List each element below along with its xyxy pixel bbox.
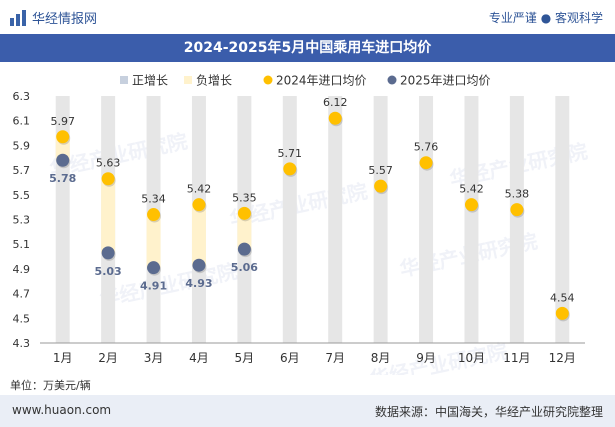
month-track: [373, 96, 388, 343]
x-tick-label: 9月: [416, 351, 436, 365]
x-tick-label: 7月: [325, 351, 345, 365]
y-tick-label: 4.3: [13, 337, 31, 350]
point-2024: [147, 208, 161, 222]
y-tick-label: 4.5: [13, 312, 31, 325]
month-track: [328, 96, 343, 343]
point-2024: [56, 130, 70, 144]
point-2024: [328, 111, 342, 125]
top-bar: 华经情报网 专业严谨 ● 客观科学: [0, 0, 615, 34]
legend-label: 负增长: [196, 74, 232, 88]
y-tick-label: 5.1: [13, 238, 31, 251]
month-track: [464, 96, 479, 343]
change-bar: [237, 213, 252, 250]
month-track: [509, 96, 524, 343]
point-2025: [56, 153, 70, 167]
tagline: 专业严谨 ● 客观科学: [488, 11, 603, 25]
legend-swatch: [120, 76, 128, 84]
data-label-2024: 5.42: [459, 183, 484, 196]
title-bar: 2024-2025年5月中国乘用车进口均价: [0, 34, 615, 62]
y-tick-label: 6.1: [13, 115, 31, 128]
x-tick-label: 4月: [189, 351, 209, 365]
y-tick-label: 5.9: [13, 139, 31, 152]
x-tick-label: 1月: [53, 351, 73, 365]
point-2024: [237, 206, 251, 220]
price-chart: 华经产业研究院华经产业研究院华经产业研究院华经产业研究院华经产业研究院华经产业研…: [13, 74, 590, 376]
change-bar: [191, 204, 206, 266]
data-label-2024: 4.54: [550, 291, 575, 304]
x-tick-label: 3月: [144, 351, 164, 365]
y-tick-label: 4.7: [13, 288, 31, 301]
legend-label: 正增长: [132, 74, 168, 88]
y-tick-label: 5.7: [13, 164, 31, 177]
brand-logo[interactable]: 华经情报网: [10, 8, 97, 27]
data-label-2024: 5.97: [50, 115, 75, 128]
website-link[interactable]: www.huaon.com: [12, 403, 112, 417]
footer-bar: www.huaon.com 数据来源：中国海关，华经产业研究院整理: [0, 395, 615, 427]
legend-marker: [263, 75, 273, 85]
point-2024: [283, 162, 297, 176]
data-label-2025: 5.06: [231, 261, 258, 274]
x-tick-label: 10月: [458, 351, 485, 365]
point-2025: [101, 246, 115, 260]
y-tick-label: 5.5: [13, 189, 31, 202]
y-tick-label: 4.9: [13, 263, 31, 276]
x-tick-label: 12月: [549, 351, 576, 365]
month-track: [282, 96, 297, 343]
legend-label: 2025年进口均价: [400, 74, 491, 88]
data-label-2025: 4.91: [140, 280, 167, 293]
data-label-2024: 5.42: [187, 183, 212, 196]
data-label-2024: 5.76: [414, 141, 439, 154]
point-2024: [510, 203, 524, 217]
x-tick-label: 6月: [280, 351, 300, 365]
data-label-2025: 4.93: [185, 277, 212, 290]
point-2024: [192, 198, 206, 212]
change-bar: [101, 178, 116, 253]
legend-swatch: [184, 76, 192, 84]
y-tick-label: 5.3: [13, 214, 31, 227]
chart-title: 2024-2025年5月中国乘用车进口均价: [183, 40, 432, 56]
data-label-2025: 5.03: [95, 265, 122, 278]
legend-marker: [387, 75, 397, 85]
change-bar: [146, 214, 161, 268]
data-label-2024: 5.38: [505, 188, 530, 201]
point-2024: [464, 198, 478, 212]
data-label-2024: 6.12: [323, 96, 348, 109]
data-label-2024: 5.34: [141, 193, 166, 206]
y-tick-label: 6.3: [13, 90, 31, 103]
data-label-2025: 5.78: [49, 172, 76, 185]
point-2024: [101, 172, 115, 186]
month-track: [419, 96, 434, 343]
change-bar: [55, 136, 70, 161]
data-label-2024: 5.35: [232, 191, 257, 204]
unit-label: 单位：万美元/辆: [10, 379, 91, 392]
brand-name: 华经情报网: [32, 12, 98, 27]
data-label-2024: 5.71: [278, 147, 303, 160]
x-tick-label: 8月: [371, 351, 391, 365]
x-tick-label: 2月: [98, 351, 118, 365]
point-2025: [192, 258, 206, 272]
x-tick-label: 5月: [235, 351, 255, 365]
data-label-2024: 5.57: [368, 164, 393, 177]
x-tick-label: 11月: [503, 351, 530, 365]
bar-chart-icon: [10, 9, 26, 26]
point-2024: [555, 306, 569, 320]
month-track: [555, 96, 570, 343]
legend-label: 2024年进口均价: [276, 74, 367, 88]
point-2024: [419, 156, 433, 170]
point-2025: [147, 261, 161, 275]
point-2024: [374, 179, 388, 193]
point-2025: [237, 242, 251, 256]
data-label-2024: 5.63: [96, 157, 121, 170]
source-note: 数据来源：中国海关，华经产业研究院整理: [374, 405, 603, 419]
